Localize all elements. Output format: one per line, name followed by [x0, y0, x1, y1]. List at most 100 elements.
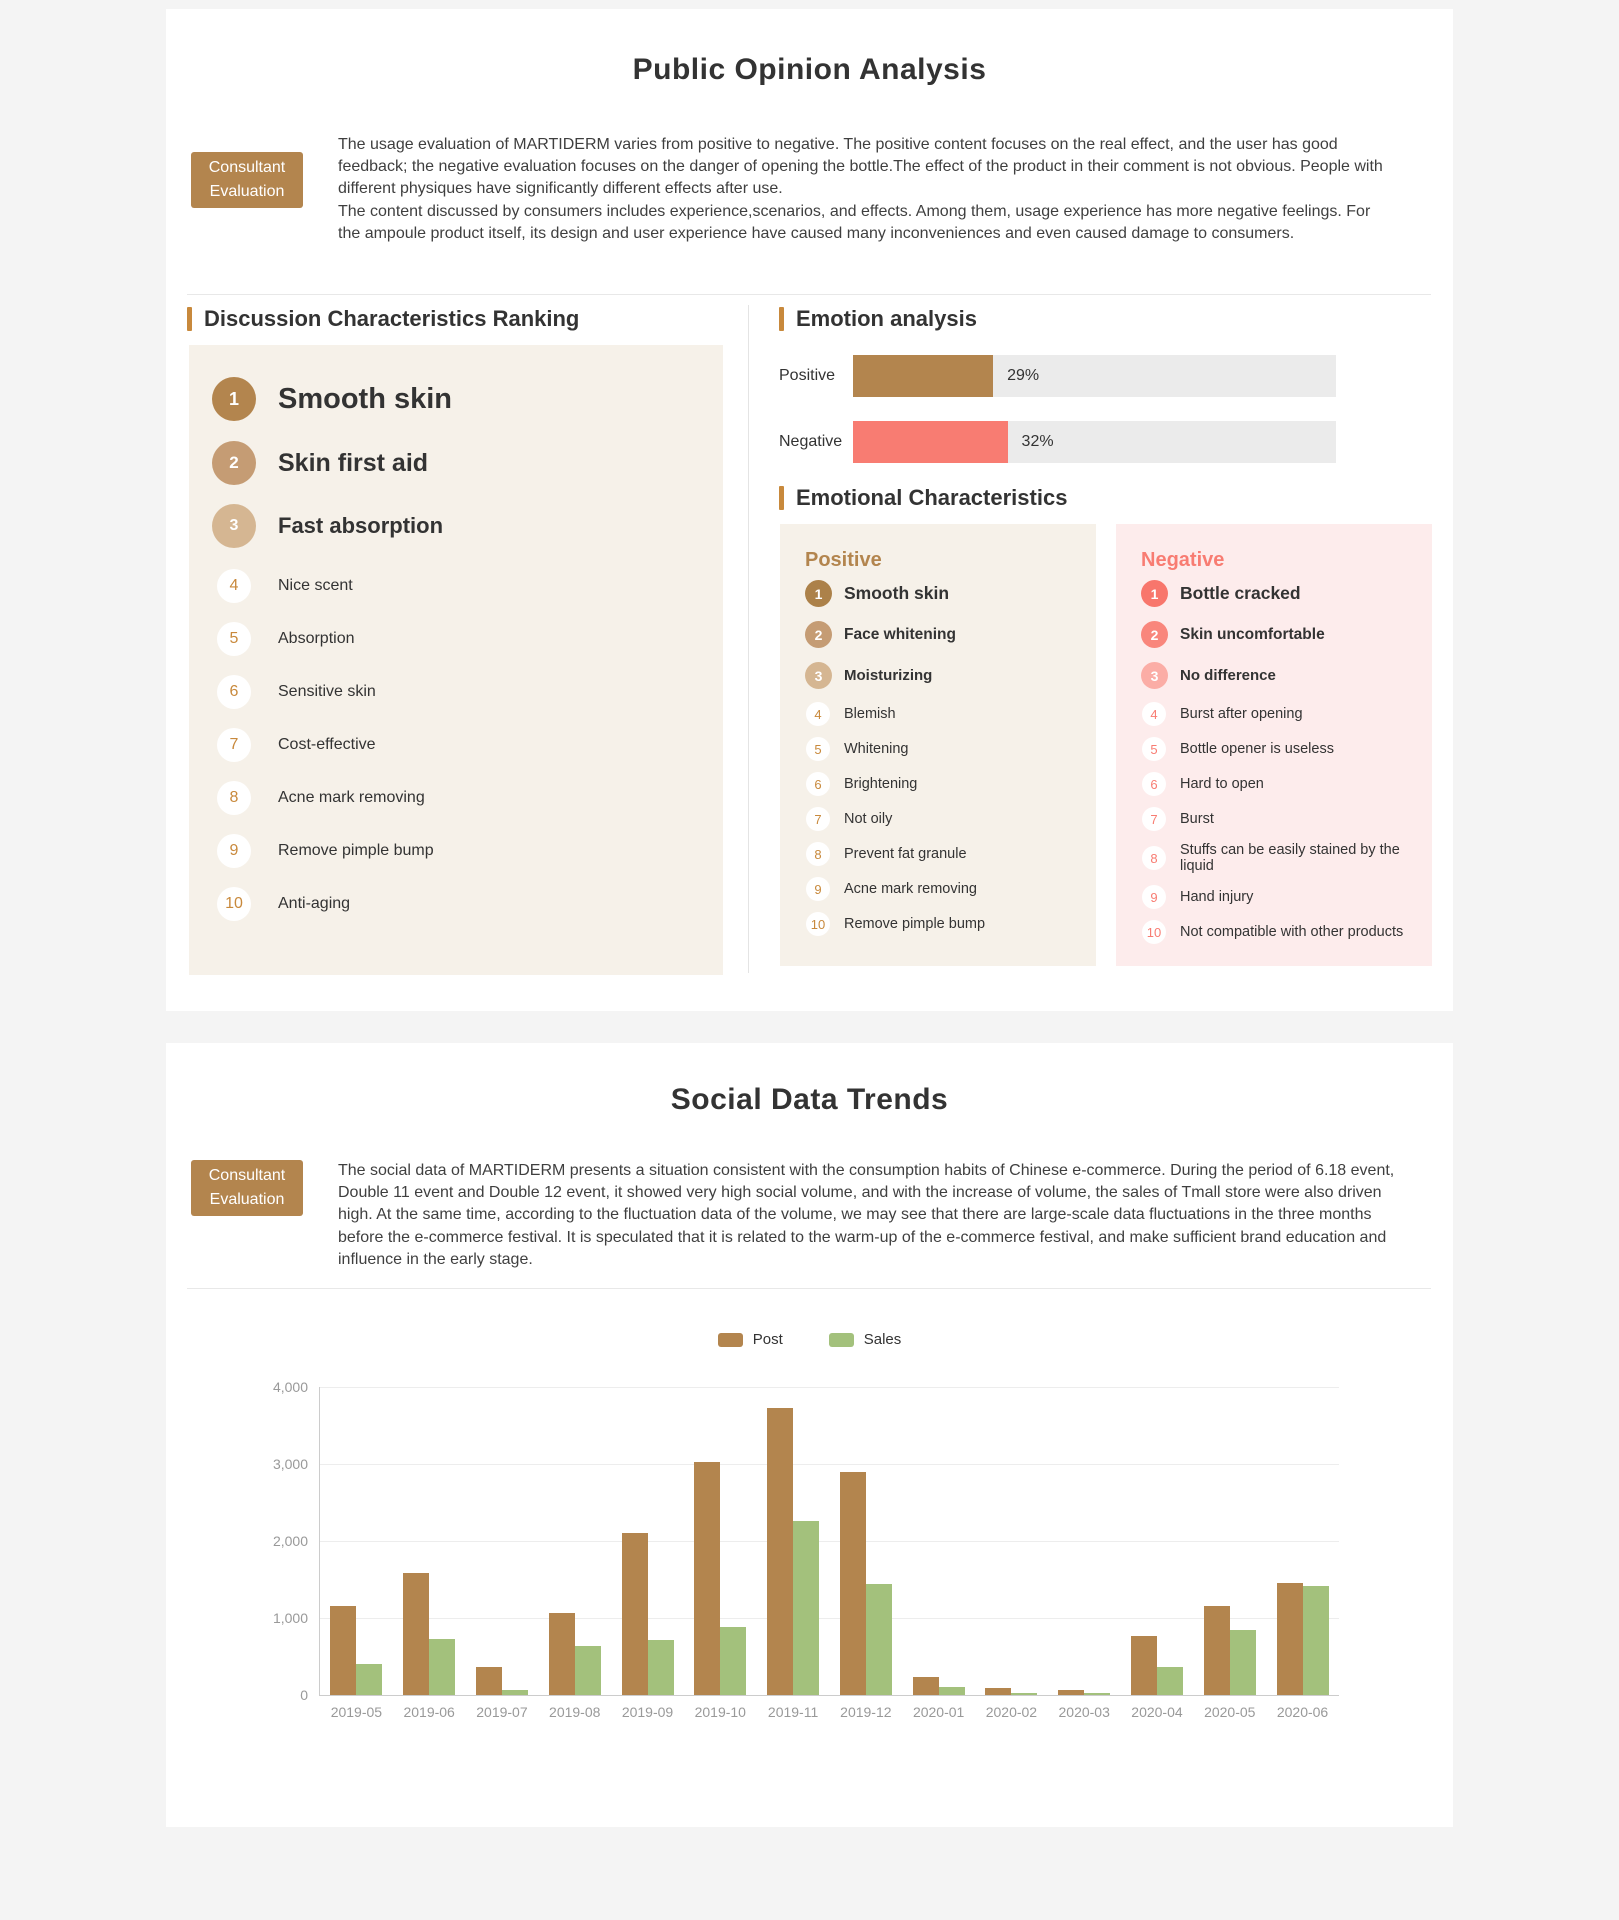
rank-badge: 10 [1142, 920, 1166, 944]
ranking-item-label: Acne mark removing [278, 789, 425, 806]
rank-badge: 5 [1142, 737, 1166, 761]
negative-item-label: Skin uncomfortable [1180, 625, 1325, 643]
rank-badge: 2 [805, 621, 832, 648]
rank-badge: 2 [1141, 621, 1168, 648]
negative-item-label: Burst after opening [1180, 706, 1303, 722]
chart-bar-group: 2019-06 [393, 1387, 466, 1720]
negative-item: 9 Hand injury [1141, 885, 1420, 909]
negative-item: 6 Hard to open [1141, 772, 1420, 796]
bar-sales [429, 1639, 456, 1695]
ranking-item: 3 Fast absorption [212, 504, 703, 548]
opinion-consultant-row: Consultant Evaluation The usage evaluati… [191, 134, 1391, 245]
x-axis-label: 2020-02 [985, 1704, 1038, 1720]
legend-item-post[interactable]: Post [717, 1331, 783, 1348]
emotion-heading-text: Emotion analysis [796, 306, 977, 331]
y-axis-tick-label: 2,000 [272, 1533, 308, 1549]
public-opinion-card: Public Opinion Analysis Consultant Evalu… [166, 9, 1453, 1011]
chart-gridline [320, 1387, 1339, 1388]
bar-sales [574, 1646, 601, 1695]
bar-sales [1229, 1630, 1256, 1695]
bar-sales [938, 1687, 965, 1695]
chart-bar-group: 2019-12 [829, 1387, 902, 1720]
social-divider [187, 1288, 1431, 1289]
positive-item: 5 Whitening [805, 737, 1084, 761]
rank-badge: 6 [806, 772, 830, 796]
rank-badge: 10 [217, 887, 251, 921]
negative-item-label: Bottle cracked [1180, 583, 1301, 603]
positive-panel-title: Positive [805, 549, 882, 571]
rank-badge: 5 [806, 737, 830, 761]
bar-post [985, 1688, 1012, 1695]
x-axis-label: 2019-08 [549, 1704, 601, 1720]
negative-item-label: Hand injury [1180, 889, 1254, 905]
opinion-summary-paragraph-2: The content discussed by consumers inclu… [338, 202, 1371, 242]
chart-bar-group: 2020-06 [1266, 1387, 1339, 1720]
x-axis-label: 2019-11 [767, 1704, 819, 1720]
chart-bar-group: 2020-01 [902, 1387, 975, 1720]
negative-panel-title: Negative [1141, 549, 1225, 571]
bar-post [1130, 1636, 1157, 1695]
badge-line-1: Consultant [208, 159, 286, 176]
positive-item: 4 Blemish [805, 702, 1084, 726]
ranking-list: 1 Smooth skin 2 Skin first aid 3 Fast absorpt… [212, 377, 703, 921]
negative-item-label: Not compatible with other products [1180, 924, 1404, 940]
x-axis-label: 2019-06 [403, 1704, 455, 1720]
positive-item-label: Acne mark removing [844, 881, 977, 897]
x-axis-label: 2019-05 [330, 1704, 383, 1720]
positive-item-label: Prevent fat granule [844, 846, 967, 862]
rank-badge: 7 [1142, 807, 1166, 831]
badge-line-2: Evaluation [209, 1191, 285, 1208]
positive-item: 9 Acne mark removing [805, 877, 1084, 901]
ranking-item: 4 Nice scent [212, 569, 703, 603]
positive-percent: 29% [1007, 367, 1040, 384]
negative-list: 1 Bottle cracked 2 Skin uncomfortable 3 No di… [1141, 580, 1420, 944]
negative-item-label: Stuffs can be easily stained by the liqu… [1180, 842, 1400, 874]
negative-item: 7 Burst [1141, 807, 1420, 831]
bar-sales [1302, 1586, 1329, 1695]
characteristics-heading-text: Emotional Characteristics [796, 485, 1068, 510]
positive-item: 2 Face whitening [805, 621, 1084, 648]
rank-badge: 6 [217, 675, 251, 709]
rank-badge: 7 [217, 728, 251, 762]
bar-post [1203, 1606, 1230, 1695]
positive-item: 3 Moisturizing [805, 662, 1084, 689]
ranking-item: 5 Absorption [212, 622, 703, 656]
emotion-heading: Emotion analysis [779, 306, 977, 332]
positive-item: 8 Prevent fat granule [805, 842, 1084, 866]
positive-item-label: Face whitening [844, 625, 956, 643]
negative-item-label: Hard to open [1180, 776, 1264, 792]
rank-badge: 2 [212, 441, 256, 485]
negative-item: 4 Burst after opening [1141, 702, 1420, 726]
opinion-divider [187, 294, 1431, 295]
bar-post [912, 1677, 939, 1695]
bar-post [839, 1472, 866, 1695]
bar-post [330, 1606, 357, 1695]
positive-bar-track: 29% [853, 355, 1336, 397]
y-axis-tick-label: 0 [300, 1687, 308, 1703]
rank-badge: 1 [1141, 580, 1168, 607]
bar-sales [720, 1627, 747, 1695]
positive-bar-label: Positive [779, 367, 836, 384]
ranking-item-label: Anti-aging [278, 895, 351, 912]
positive-item-label: Brightening [844, 776, 918, 792]
bar-sales [356, 1664, 383, 1695]
legend-item-sales[interactable]: Sales [828, 1331, 901, 1348]
characteristics-heading: Emotional Characteristics [779, 485, 1067, 511]
bar-post [1276, 1583, 1303, 1695]
bar-sales [647, 1640, 674, 1695]
ranking-item-label: Cost-effective [278, 736, 376, 753]
ranking-heading-text: Discussion Characteristics Ranking [204, 306, 580, 331]
x-axis-label: 2019-10 [694, 1704, 746, 1720]
negative-item: 8 Stuffs can be easily stained by the liq… [1141, 842, 1420, 874]
ranking-item: 8 Acne mark removing [212, 781, 703, 815]
rank-badge: 6 [1142, 772, 1166, 796]
social-summary: The social data of MARTIDERM presents a … [338, 1160, 1409, 1271]
chart-legend: Post Sales [166, 1331, 1453, 1348]
opinion-title: Public Opinion Analysis [632, 53, 987, 86]
negative-characteristics-panel: Negative 1 Bottle cracked 2 Skin uncomforta… [1116, 524, 1432, 966]
legend-swatch [828, 1332, 854, 1347]
positive-item-label: Smooth skin [844, 583, 950, 603]
bar-post [621, 1533, 648, 1695]
ranking-item-label: Absorption [278, 630, 355, 647]
ranking-item-label: Remove pimple bump [278, 842, 434, 859]
